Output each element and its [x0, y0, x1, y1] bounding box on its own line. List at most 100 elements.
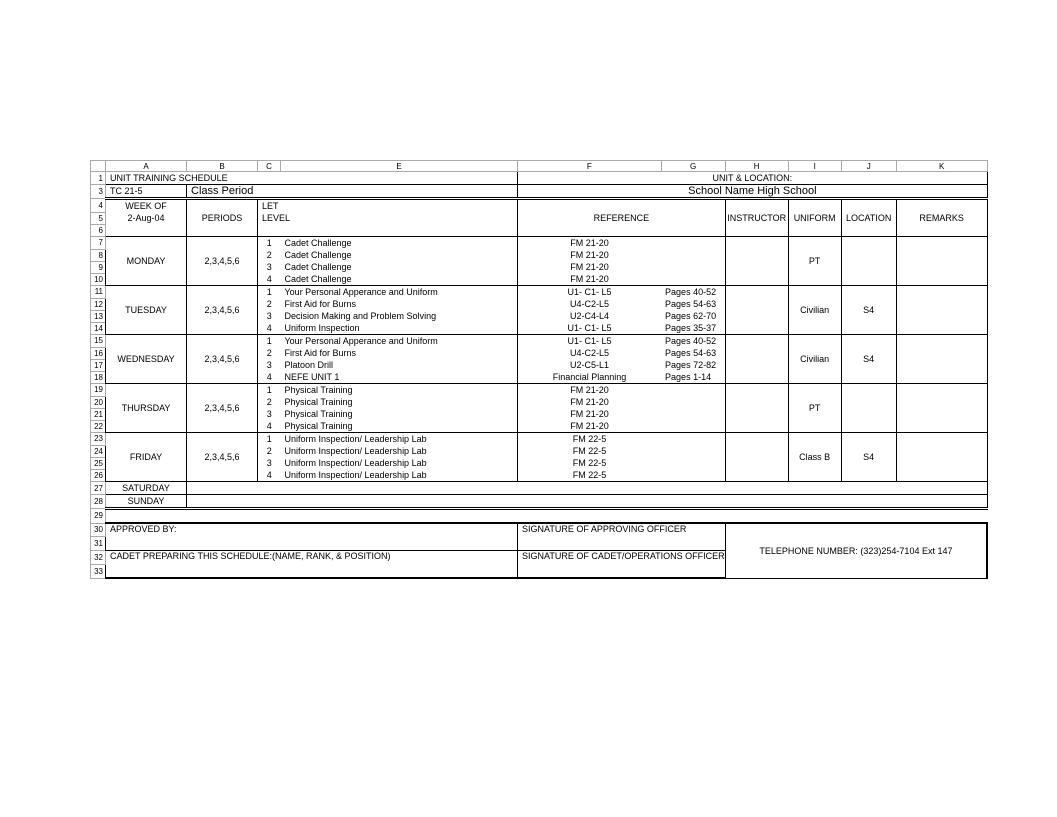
pages — [661, 469, 725, 482]
rownum-19: 19 — [91, 384, 106, 397]
col-J: J — [841, 161, 896, 172]
rownum-7: 7 — [91, 237, 106, 250]
let-num: 3 — [258, 310, 281, 322]
day-monday: MONDAY — [106, 237, 187, 286]
rownum-17: 17 — [91, 359, 106, 371]
rownum-4: 4 — [91, 199, 106, 213]
reference: U1- C1- L5 — [518, 286, 662, 299]
rownum-23: 23 — [91, 433, 106, 446]
reference: FM 21-20 — [518, 261, 662, 273]
rownum-3: 3 — [91, 185, 106, 199]
cadet-preparing: CADET PREPARING THIS SCHEDULE:(NAME, RAN… — [106, 551, 518, 579]
subject: Cadet Challenge — [281, 249, 518, 261]
rownum-16: 16 — [91, 347, 106, 359]
let-num: 2 — [258, 249, 281, 261]
class-period: Class Period — [187, 185, 518, 199]
pages: Pages 35-37 — [661, 322, 725, 335]
periods-thursday: 2,3,4,5,6 — [187, 384, 258, 433]
periods-monday: 2,3,4,5,6 — [187, 237, 258, 286]
rownum-5: 5 — [91, 212, 106, 224]
pages — [661, 408, 725, 420]
location: S4 — [841, 433, 896, 482]
let-num: 3 — [258, 408, 281, 420]
hdr-let: LET — [258, 199, 518, 213]
let-num: 1 — [258, 286, 281, 299]
instructor — [725, 286, 788, 335]
sig-cadet: SIGNATURE OF CADET/OPERATIONS OFFICER — [518, 551, 726, 579]
rownum-14: 14 — [91, 322, 106, 335]
reference: U2-C5-L1 — [518, 359, 662, 371]
subject: Physical Training — [281, 420, 518, 433]
subject: Physical Training — [281, 384, 518, 397]
pages — [661, 433, 725, 446]
let-num: 1 — [258, 384, 281, 397]
tc-cell: TC 21-5 — [106, 185, 187, 199]
let-num: 2 — [258, 396, 281, 408]
reference: FM 22-5 — [518, 445, 662, 457]
subject: NEFE UNIT 1 — [281, 371, 518, 384]
col-K: K — [896, 161, 987, 172]
subject: Platoon Drill — [281, 359, 518, 371]
remarks — [896, 384, 987, 433]
reference: U1- C1- L5 — [518, 335, 662, 348]
reference: U1- C1- L5 — [518, 322, 662, 335]
location — [841, 237, 896, 286]
subject: Uniform Inspection — [281, 322, 518, 335]
schedule-table: A B C E F G H I J K 1 UNIT TRAINING SCHE… — [90, 160, 988, 579]
title-right: UNIT & LOCATION: — [518, 172, 988, 185]
let-num: 3 — [258, 261, 281, 273]
uniform: Civilian — [788, 335, 841, 384]
col-H: H — [725, 161, 788, 172]
hdr-date: 2-Aug-04 — [106, 212, 187, 224]
subject: Cadet Challenge — [281, 273, 518, 286]
instructor — [725, 335, 788, 384]
hdr-level: LEVEL — [258, 212, 518, 224]
rownum-26: 26 — [91, 469, 106, 482]
pages: Pages 72-82 — [661, 359, 725, 371]
pages — [661, 273, 725, 286]
pages — [661, 261, 725, 273]
let-num: 1 — [258, 335, 281, 348]
day-thursday: THURSDAY — [106, 384, 187, 433]
let-num: 4 — [258, 371, 281, 384]
let-num: 1 — [258, 237, 281, 250]
let-num: 4 — [258, 273, 281, 286]
reference: FM 21-20 — [518, 273, 662, 286]
subject: Your Personal Apperance and Uniform — [281, 286, 518, 299]
subject: Uniform Inspection/ Leadership Lab — [281, 457, 518, 469]
col-B: B — [187, 161, 258, 172]
instructor — [725, 433, 788, 482]
col-G: G — [661, 161, 725, 172]
uniform: Class B — [788, 433, 841, 482]
rownum-9: 9 — [91, 261, 106, 273]
rownum-24: 24 — [91, 445, 106, 457]
rownum-28: 28 — [91, 495, 106, 509]
periods-friday: 2,3,4,5,6 — [187, 433, 258, 482]
hdr-remarks: REMARKS — [896, 199, 987, 237]
rownum-32: 32 — [91, 551, 106, 565]
reference: U2-C4-L4 — [518, 310, 662, 322]
subject: Physical Training — [281, 408, 518, 420]
remarks — [896, 237, 987, 286]
rownum-18: 18 — [91, 371, 106, 384]
let-num: 3 — [258, 359, 281, 371]
rownum-30: 30 — [91, 523, 106, 537]
rownum-31: 31 — [91, 537, 106, 551]
pages — [661, 237, 725, 250]
rownum-13: 13 — [91, 310, 106, 322]
uniform: PT — [788, 384, 841, 433]
rownum-22: 22 — [91, 420, 106, 433]
subject: First Aid for Burns — [281, 347, 518, 359]
pages: Pages 40-52 — [661, 335, 725, 348]
pages: Pages 40-52 — [661, 286, 725, 299]
instructor — [725, 384, 788, 433]
day-wednesday: WEDNESDAY — [106, 335, 187, 384]
subject: Physical Training — [281, 396, 518, 408]
pages — [661, 420, 725, 433]
reference: U4-C2-L5 — [518, 347, 662, 359]
let-num: 4 — [258, 322, 281, 335]
telephone: TELEPHONE NUMBER: (323)254-7104 Ext 147 — [725, 523, 987, 578]
location: S4 — [841, 286, 896, 335]
subject: First Aid for Burns — [281, 298, 518, 310]
rownum-15: 15 — [91, 335, 106, 348]
